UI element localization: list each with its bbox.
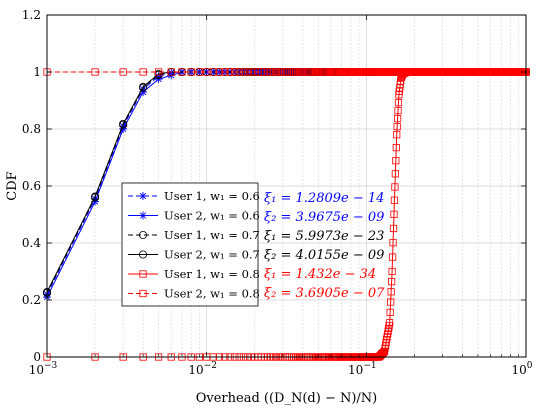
cdf-chart: 10−310−210−110000.20.40.60.811.2 Overhea… (0, 0, 550, 409)
chart-svg: 10−310−210−110000.20.40.60.811.2 Overhea… (0, 0, 550, 409)
